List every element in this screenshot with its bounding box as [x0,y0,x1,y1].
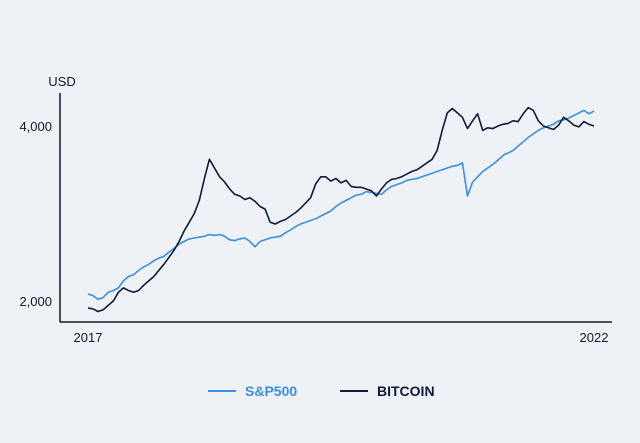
series-line-sp500 [87,109,595,301]
y-tick-label-2000: 2,000 [19,294,52,309]
x-tick-label-2017: 2017 [74,330,103,345]
plot-area [87,106,595,313]
legend-label-bitcoin: BITCOIN [377,383,435,399]
x-tick-label-2022: 2022 [580,330,609,345]
series-line-bitcoin [87,106,595,313]
y-axis-label: USD [48,74,75,89]
legend: S&P500 BITCOIN [208,383,435,399]
legend-label-sp500: S&P500 [245,383,297,399]
y-tick-label-4000: 4,000 [19,119,52,134]
